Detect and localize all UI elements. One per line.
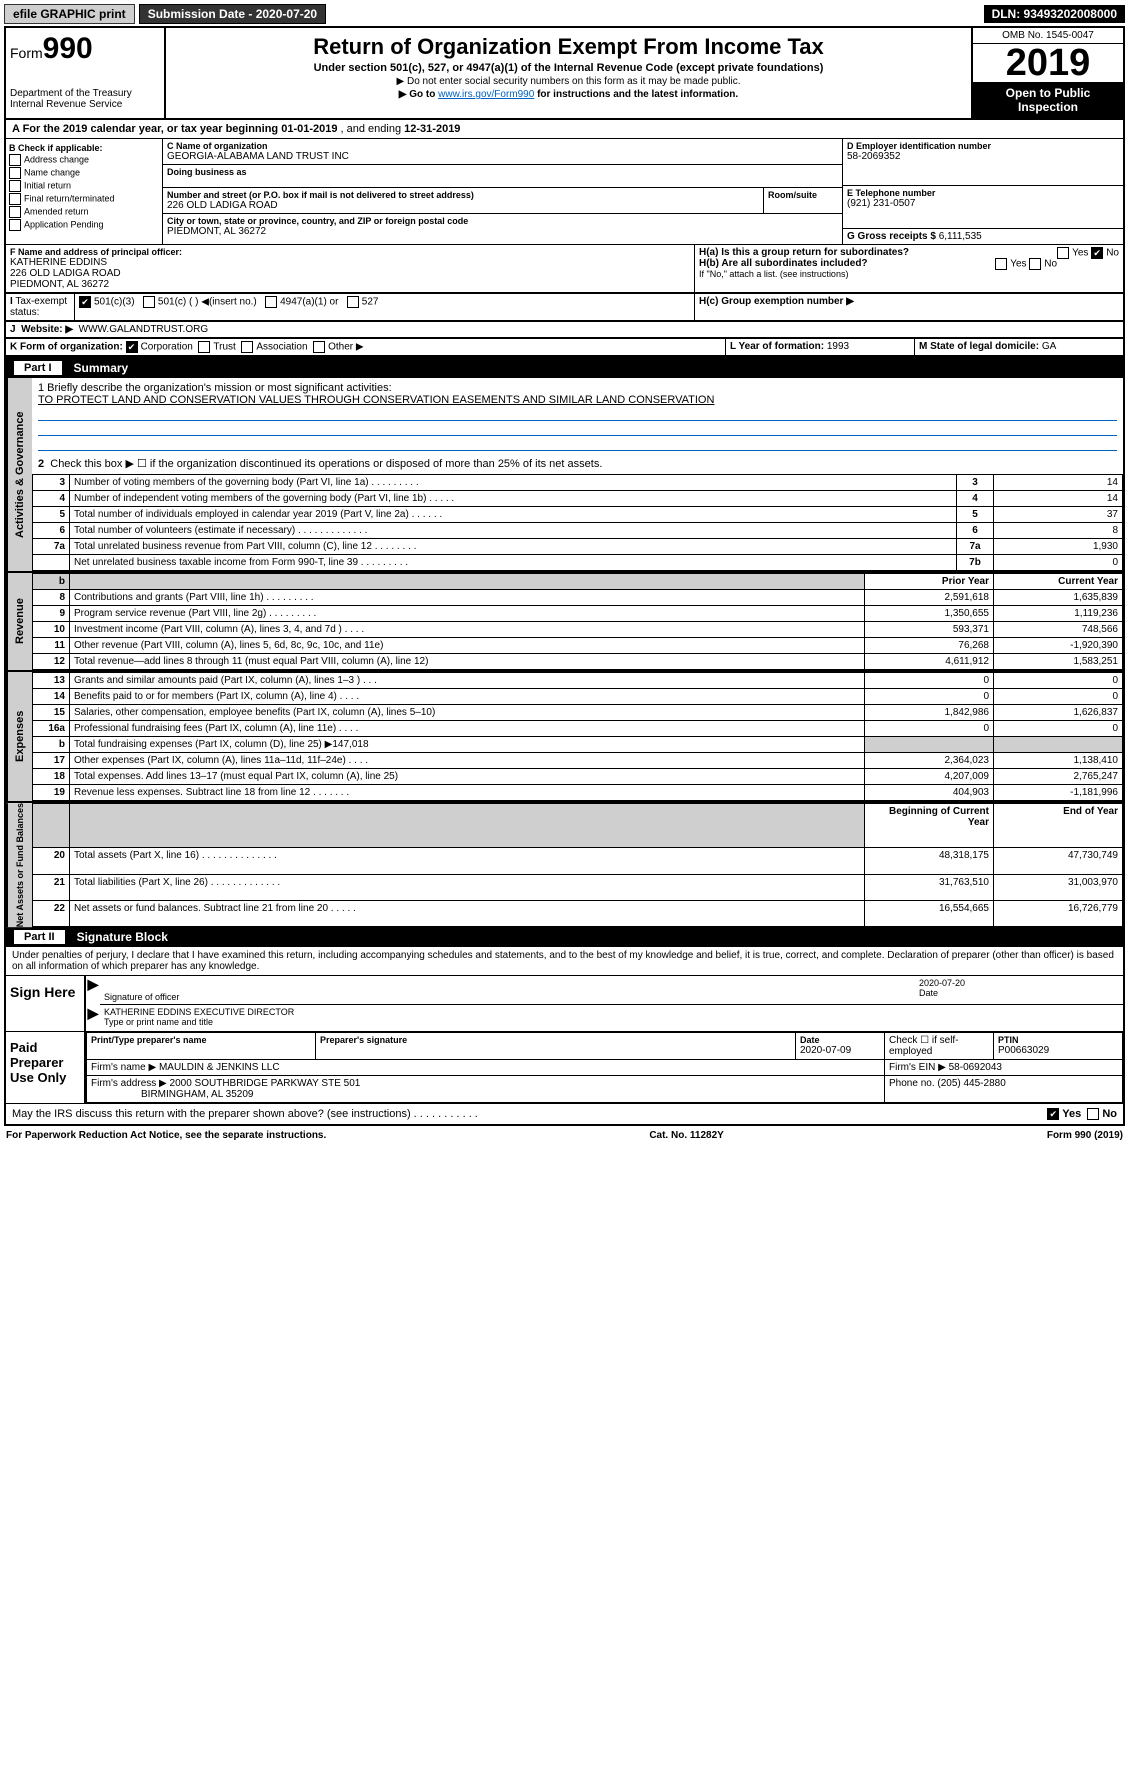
- officer-name: KATHERINE EDDINS: [10, 257, 690, 268]
- q1-label: 1 Briefly describe the organization's mi…: [38, 382, 1117, 394]
- section-b-to-g: B Check if applicable: Address change Na…: [6, 139, 1123, 245]
- vtab-revenue: Revenue: [6, 573, 32, 670]
- sign-here-block: Sign Here ▶ Signature of officer 2020-07…: [6, 975, 1123, 1031]
- page-footer: For Paperwork Reduction Act Notice, see …: [4, 1126, 1125, 1145]
- firm-ein: 58-0692043: [949, 1062, 1002, 1073]
- form-header: Form990 Department of the Treasury Inter…: [6, 28, 1123, 120]
- state-domicile: GA: [1042, 341, 1056, 352]
- tax-year: 2019: [973, 44, 1123, 82]
- form-title: Return of Organization Exempt From Incom…: [174, 34, 963, 60]
- website: WWW.GALANDTRUST.ORG: [79, 324, 208, 335]
- part2-header: Part IISignature Block: [6, 927, 1123, 947]
- q2-text: 2 Check this box ▶ ☐ if the organization…: [38, 457, 1117, 470]
- note-link: ▶ Go to www.irs.gov/Form990 for instruct…: [174, 89, 963, 100]
- gross-receipts: 6,111,535: [939, 231, 982, 242]
- note-ssn: ▶ Do not enter social security numbers o…: [174, 76, 963, 87]
- irs-link[interactable]: www.irs.gov/Form990: [438, 89, 534, 100]
- form-990: Form990 Department of the Treasury Inter…: [4, 26, 1125, 1126]
- discuss-preparer: May the IRS discuss this return with the…: [6, 1103, 1123, 1124]
- top-bar: efile GRAPHIC print Submission Date - 20…: [4, 4, 1125, 24]
- firm-name: MAULDIN & JENKINS LLC: [159, 1062, 280, 1073]
- table-revenue: bPrior YearCurrent Year 8Contributions a…: [32, 573, 1123, 670]
- perjury-declaration: Under penalties of perjury, I declare th…: [6, 947, 1123, 975]
- open-to-public: Open to Public Inspection: [973, 82, 1123, 118]
- ein: 58-2069352: [847, 151, 1119, 162]
- form-number: Form990: [10, 32, 160, 66]
- vtab-net-assets: Net Assets or Fund Balances: [6, 803, 32, 927]
- tax-period: A For the 2019 calendar year, or tax yea…: [6, 120, 1123, 139]
- mission-text: TO PROTECT LAND AND CONSERVATION VALUES …: [38, 394, 1117, 406]
- org-address: 226 OLD LADIGA ROAD: [167, 200, 759, 211]
- col-b-checkboxes: B Check if applicable: Address change Na…: [6, 139, 163, 244]
- submission-date: Submission Date - 2020-07-20: [139, 4, 326, 24]
- table-net-assets: Beginning of Current YearEnd of Year 20T…: [32, 803, 1123, 927]
- vtab-activities: Activities & Governance: [6, 378, 32, 571]
- dln: DLN: 93493202008000: [984, 5, 1125, 23]
- telephone: (921) 231-0507: [847, 198, 1119, 209]
- part1-header: Part ISummary: [6, 358, 1123, 378]
- year-formation: 1993: [827, 341, 849, 352]
- firm-phone: (205) 445-2880: [937, 1078, 1005, 1089]
- ptin: P00663029: [998, 1045, 1118, 1056]
- org-city: PIEDMONT, AL 36272: [167, 226, 838, 237]
- form-subtitle: Under section 501(c), 527, or 4947(a)(1)…: [174, 62, 963, 74]
- vtab-expenses: Expenses: [6, 672, 32, 801]
- table-activities: 3Number of voting members of the governi…: [32, 474, 1123, 571]
- org-name: GEORGIA-ALABAMA LAND TRUST INC: [167, 151, 838, 162]
- dept-treasury: Department of the Treasury Internal Reve…: [10, 88, 160, 110]
- table-expenses: 13Grants and similar amounts paid (Part …: [32, 672, 1123, 801]
- officer-typed-name: KATHERINE EDDINS EXECUTIVE DIRECTOR: [104, 1007, 1119, 1017]
- efile-button[interactable]: efile GRAPHIC print: [4, 4, 135, 24]
- paid-preparer-block: Paid Preparer Use Only Print/Type prepar…: [6, 1031, 1123, 1103]
